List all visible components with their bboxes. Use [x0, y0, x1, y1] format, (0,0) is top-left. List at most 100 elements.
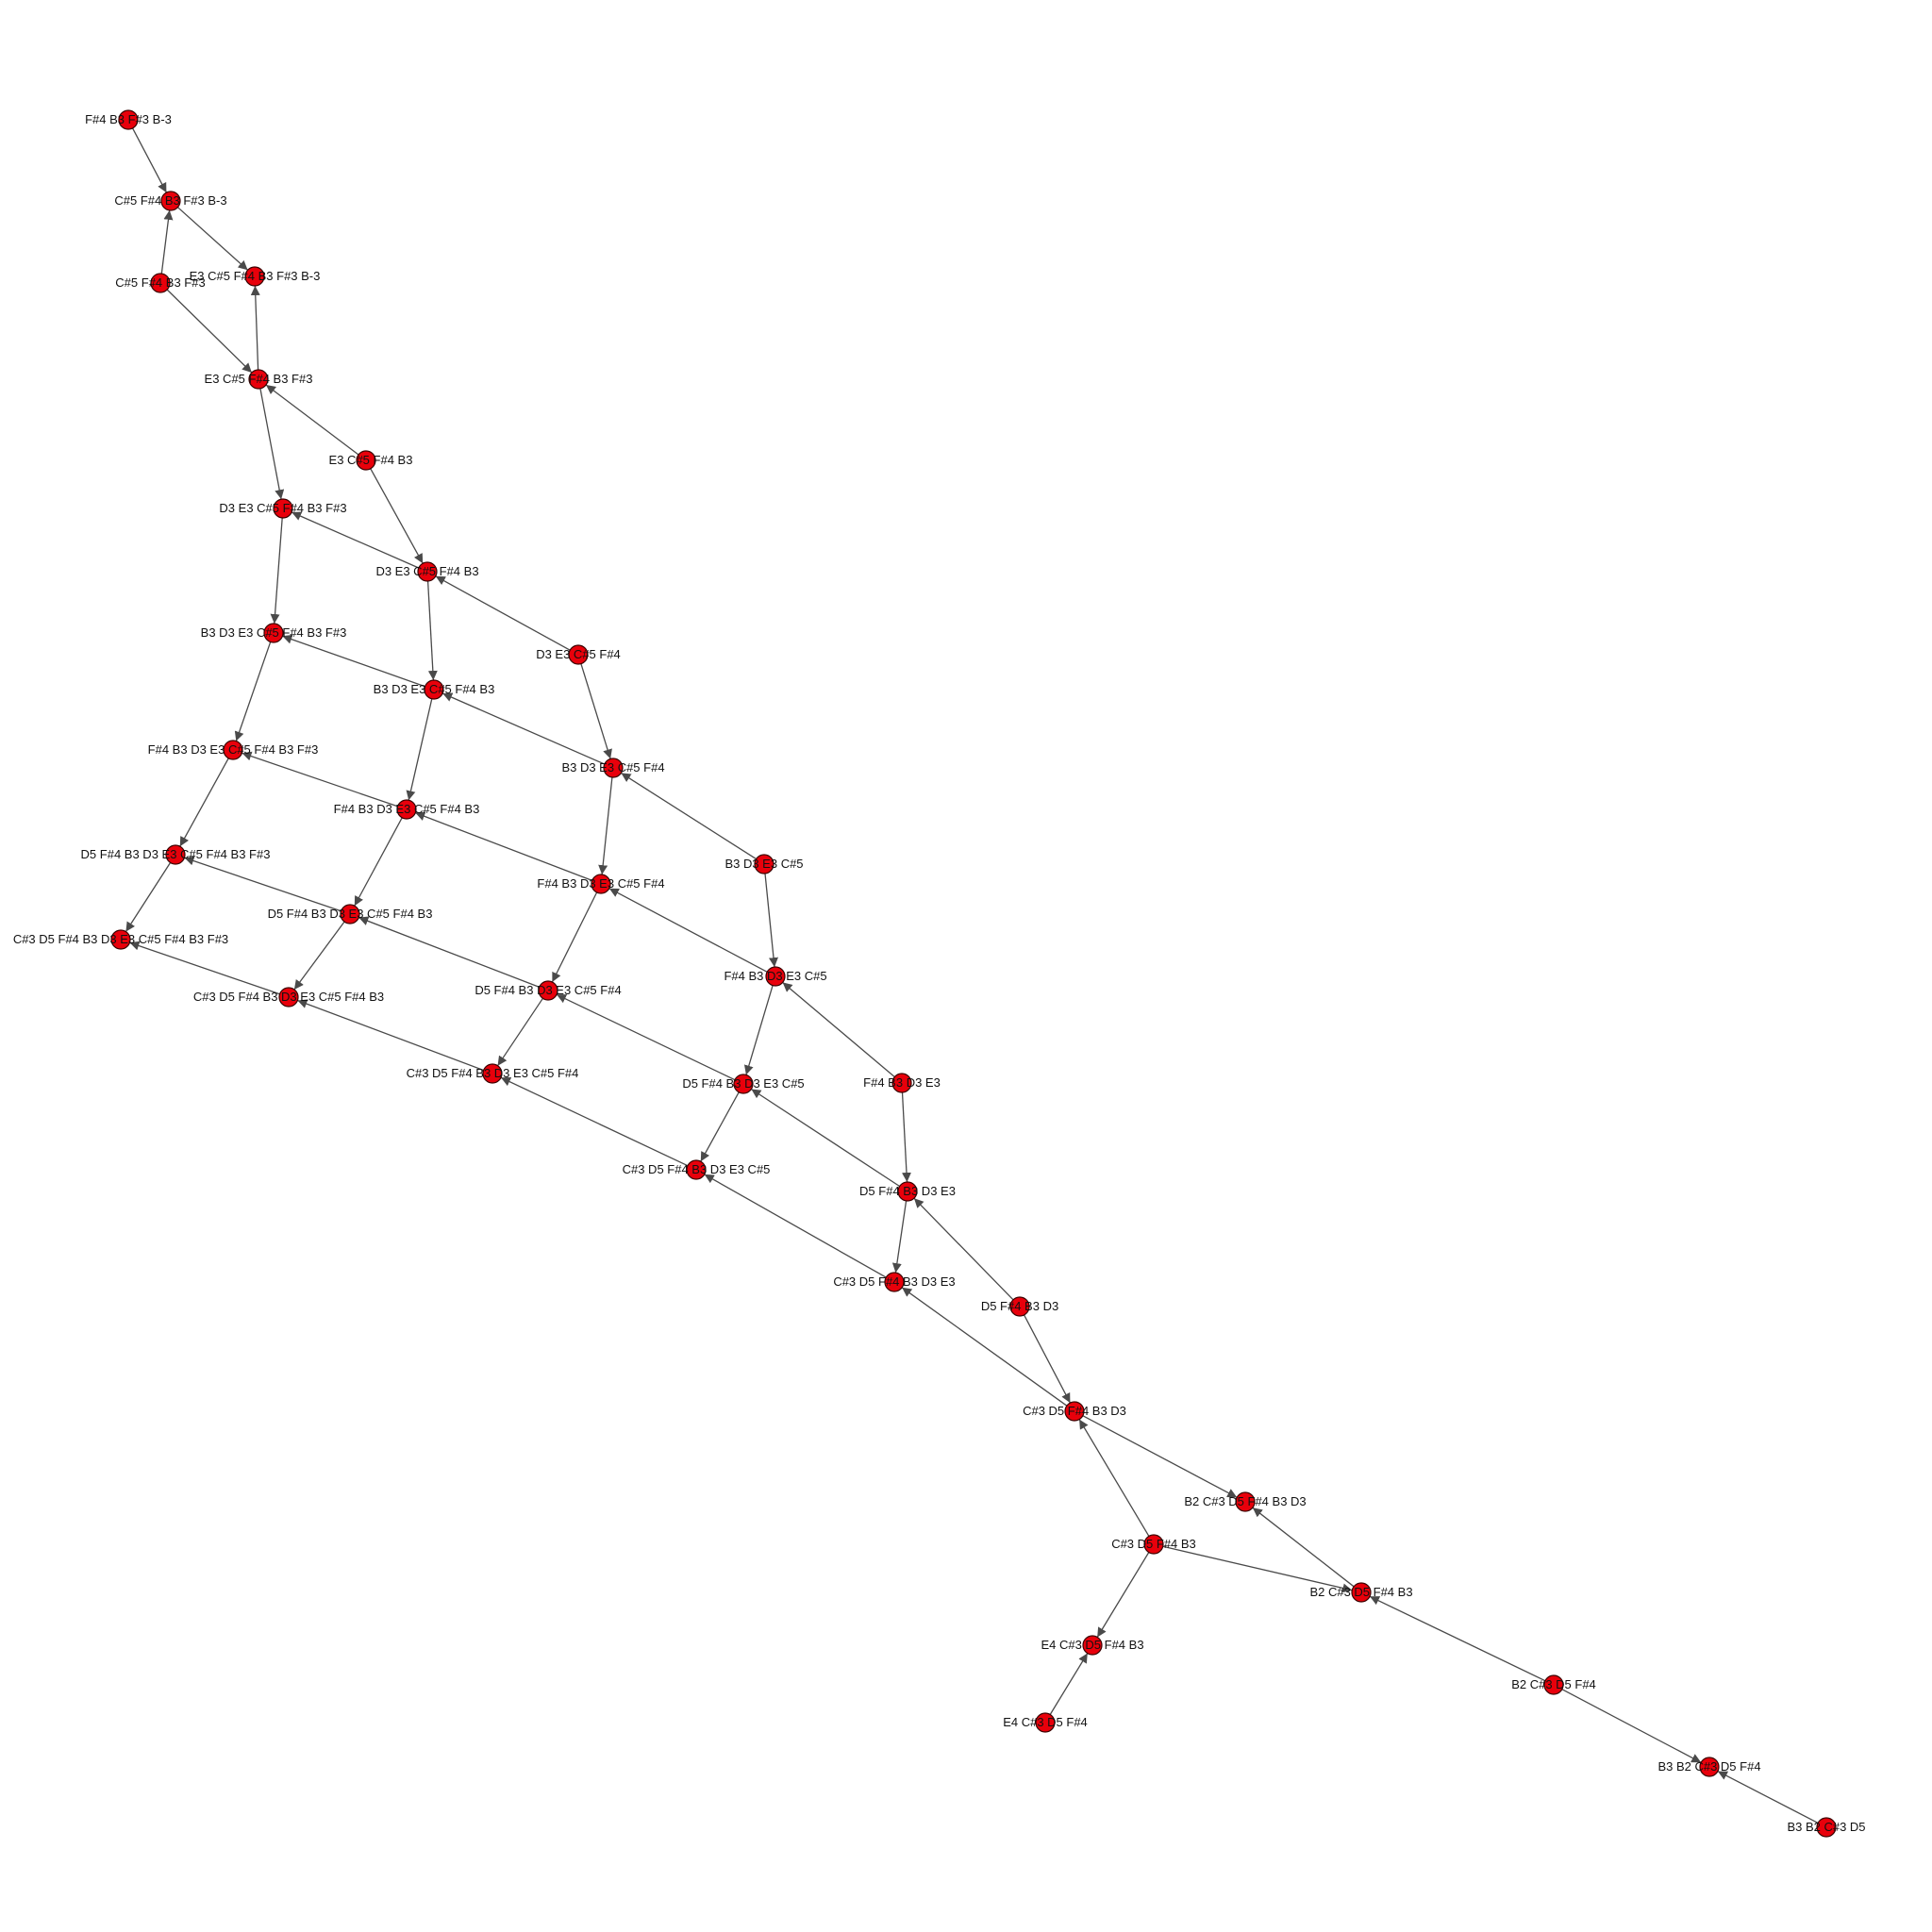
node-label: D5 F#4 B3 D3 E3 C#5 F#4 B3 — [268, 907, 433, 921]
graph-node[interactable] — [891, 1073, 912, 1093]
node-label: B3 B2 C#3 D5 F#4 — [1657, 1759, 1760, 1774]
edge-21-18 — [129, 941, 280, 995]
node-label: D5 F#4 B3 D3 E3 — [859, 1184, 956, 1198]
node-label: F#4 B3 D3 E3 C#5 — [724, 969, 826, 983]
graph-node[interactable] — [686, 1159, 707, 1180]
graph-node[interactable] — [754, 854, 774, 874]
graph-node[interactable] — [1351, 1582, 1372, 1603]
graph-node[interactable] — [1543, 1674, 1564, 1695]
graph-node[interactable] — [417, 561, 438, 582]
edge-28-29 — [1024, 1314, 1071, 1404]
graph-node[interactable] — [223, 740, 243, 760]
node-label: F#4 B3 D3 E3 C#5 F#4 — [537, 876, 664, 891]
graph-node[interactable] — [765, 966, 786, 987]
node-label: B3 D3 E3 C#5 F#4 B3 — [374, 682, 495, 696]
edge-1-2 — [176, 207, 249, 271]
edge-17-16 — [184, 856, 341, 912]
graph-node[interactable] — [1235, 1491, 1256, 1512]
edge-20-24 — [497, 997, 543, 1067]
graph-node[interactable] — [1816, 1817, 1837, 1838]
node-label: B2 C#3 D5 F#4 B3 — [1309, 1585, 1412, 1599]
node-label: D3 E3 C#5 F#4 B3 — [375, 564, 478, 578]
edge-31-29 — [1078, 1419, 1150, 1537]
graph-node[interactable] — [424, 679, 444, 700]
graph-node[interactable] — [603, 758, 624, 778]
graph-node[interactable] — [340, 904, 360, 924]
node-label: B3 D3 E3 C#5 F#4 — [561, 760, 664, 774]
node-label: E3 C#5 F#4 B3 F#3 — [205, 372, 313, 386]
graph-node[interactable] — [273, 498, 293, 519]
edge-9-12 — [234, 641, 272, 741]
node-label: F#4 B3 D3 E3 — [863, 1075, 941, 1090]
graph-node[interactable] — [538, 980, 558, 1001]
node-label: C#3 D5 F#4 B3 — [1111, 1537, 1196, 1551]
graph-node[interactable] — [591, 874, 611, 894]
graph-node[interactable] — [1064, 1401, 1085, 1422]
node-label: B3 B2 C#3 D5 — [1787, 1820, 1865, 1834]
edge-27-25 — [704, 1174, 887, 1278]
edge-35-33 — [1049, 1653, 1089, 1715]
graph-node[interactable] — [1009, 1296, 1030, 1317]
node-label: E3 C#5 F#4 B3 F#3 B-3 — [190, 269, 321, 283]
graph-node[interactable] — [278, 987, 299, 1008]
edge-13-12 — [242, 751, 398, 808]
graph-node[interactable] — [248, 369, 269, 390]
graph-node[interactable] — [482, 1063, 503, 1084]
graph-node[interactable] — [244, 266, 265, 287]
edge-4-6 — [259, 388, 285, 500]
edge-17-21 — [293, 921, 345, 991]
edge-32-30 — [1252, 1507, 1355, 1588]
edge-4-2 — [250, 285, 260, 371]
graph-node[interactable] — [118, 109, 139, 130]
node-label: B3 D3 E3 C#5 F#4 B3 F#3 — [201, 625, 347, 640]
node-label: C#3 D5 F#4 B3 D3 E3 C#5 F#4 — [407, 1066, 579, 1080]
node-label: C#3 D5 F#4 B3 D3 E3 — [833, 1274, 955, 1289]
edge-26-23 — [751, 1088, 900, 1188]
edge-12-16 — [179, 758, 229, 847]
edge-28-26 — [913, 1197, 1014, 1301]
edge-14-19 — [764, 873, 778, 968]
edge-5-7 — [370, 468, 424, 564]
graph-node[interactable] — [165, 844, 186, 865]
edge-13-17 — [354, 817, 403, 907]
graph-node[interactable] — [396, 799, 417, 820]
edge-10-9 — [282, 634, 425, 688]
edge-11-15 — [598, 776, 613, 875]
edge-22-26 — [901, 1091, 911, 1183]
edge-3-4 — [166, 289, 253, 374]
node-layer — [110, 109, 1837, 1838]
node-label: B3 D3 E3 C#5 — [724, 857, 803, 871]
node-label: B2 C#3 D5 F#4 B3 D3 — [1184, 1494, 1306, 1508]
graph-node[interactable] — [884, 1272, 905, 1292]
graph-node[interactable] — [1082, 1635, 1103, 1656]
graph-node[interactable] — [1699, 1757, 1720, 1777]
graph-node[interactable] — [1143, 1534, 1164, 1555]
node-label: C#5 F#4 B3 F#3 — [115, 275, 205, 290]
edge-16-18 — [125, 862, 172, 932]
graph-node[interactable] — [263, 623, 284, 643]
graph-node[interactable] — [160, 191, 181, 211]
graph-node[interactable] — [897, 1181, 918, 1202]
edge-7-6 — [291, 511, 420, 569]
edge-20-17 — [358, 916, 540, 989]
node-label: E3 C#5 F#4 B3 — [329, 453, 413, 467]
node-label: C#5 F#4 B3 F#3 B-3 — [114, 193, 226, 208]
node-label: C#3 D5 F#4 B3 D3 E3 C#5 F#4 B3 F#3 — [13, 932, 228, 946]
graph-node[interactable] — [110, 929, 131, 950]
node-label: D3 E3 C#5 F#4 — [536, 647, 621, 661]
node-label: B2 C#3 D5 F#4 — [1511, 1677, 1596, 1691]
edge-15-20 — [551, 891, 598, 983]
edge-29-30 — [1082, 1415, 1238, 1498]
edge-19-23 — [743, 985, 774, 1075]
node-label: E4 C#3 D5 F#4 — [1003, 1715, 1088, 1729]
edge-11-10 — [441, 692, 606, 765]
edge-34-36 — [1561, 1689, 1702, 1763]
node-label: D5 F#4 B3 D3 E3 C#5 F#4 B3 F#3 — [81, 847, 271, 861]
graph-node[interactable] — [1035, 1712, 1056, 1733]
graph-node[interactable] — [568, 644, 589, 665]
graph-node[interactable] — [150, 273, 171, 293]
graph-node[interactable] — [356, 450, 376, 471]
graph-node[interactable] — [733, 1074, 754, 1094]
edge-26-27 — [891, 1200, 908, 1274]
